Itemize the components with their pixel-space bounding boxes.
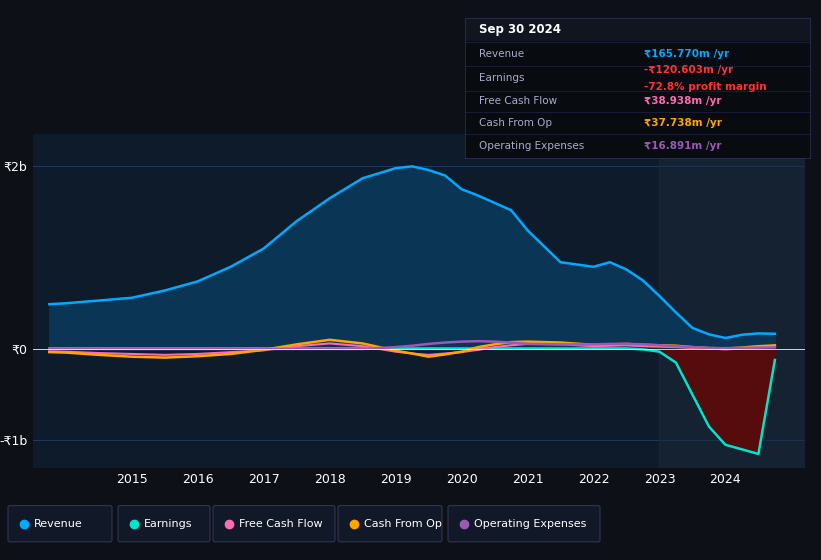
Text: Earnings: Earnings	[144, 519, 192, 529]
FancyBboxPatch shape	[8, 506, 112, 542]
Text: Revenue: Revenue	[34, 519, 83, 529]
Text: Operating Expenses: Operating Expenses	[474, 519, 586, 529]
Text: Free Cash Flow: Free Cash Flow	[239, 519, 323, 529]
Text: Earnings: Earnings	[479, 73, 525, 83]
FancyBboxPatch shape	[213, 506, 335, 542]
Text: -₹120.603m /yr: -₹120.603m /yr	[644, 65, 733, 75]
FancyBboxPatch shape	[448, 506, 600, 542]
Text: Free Cash Flow: Free Cash Flow	[479, 96, 557, 106]
Bar	[659, 134, 805, 468]
FancyBboxPatch shape	[118, 506, 210, 542]
Text: Revenue: Revenue	[479, 49, 524, 59]
Text: Cash From Op: Cash From Op	[364, 519, 442, 529]
Text: Operating Expenses: Operating Expenses	[479, 141, 584, 151]
Text: ₹165.770m /yr: ₹165.770m /yr	[644, 49, 730, 59]
Text: ₹38.938m /yr: ₹38.938m /yr	[644, 96, 722, 106]
Text: ₹16.891m /yr: ₹16.891m /yr	[644, 141, 722, 151]
FancyBboxPatch shape	[338, 506, 442, 542]
Text: -72.8% profit margin: -72.8% profit margin	[644, 82, 767, 92]
Text: ₹37.738m /yr: ₹37.738m /yr	[644, 118, 722, 128]
Text: Sep 30 2024: Sep 30 2024	[479, 23, 561, 36]
Bar	[465, 18, 810, 40]
Text: Cash From Op: Cash From Op	[479, 118, 552, 128]
